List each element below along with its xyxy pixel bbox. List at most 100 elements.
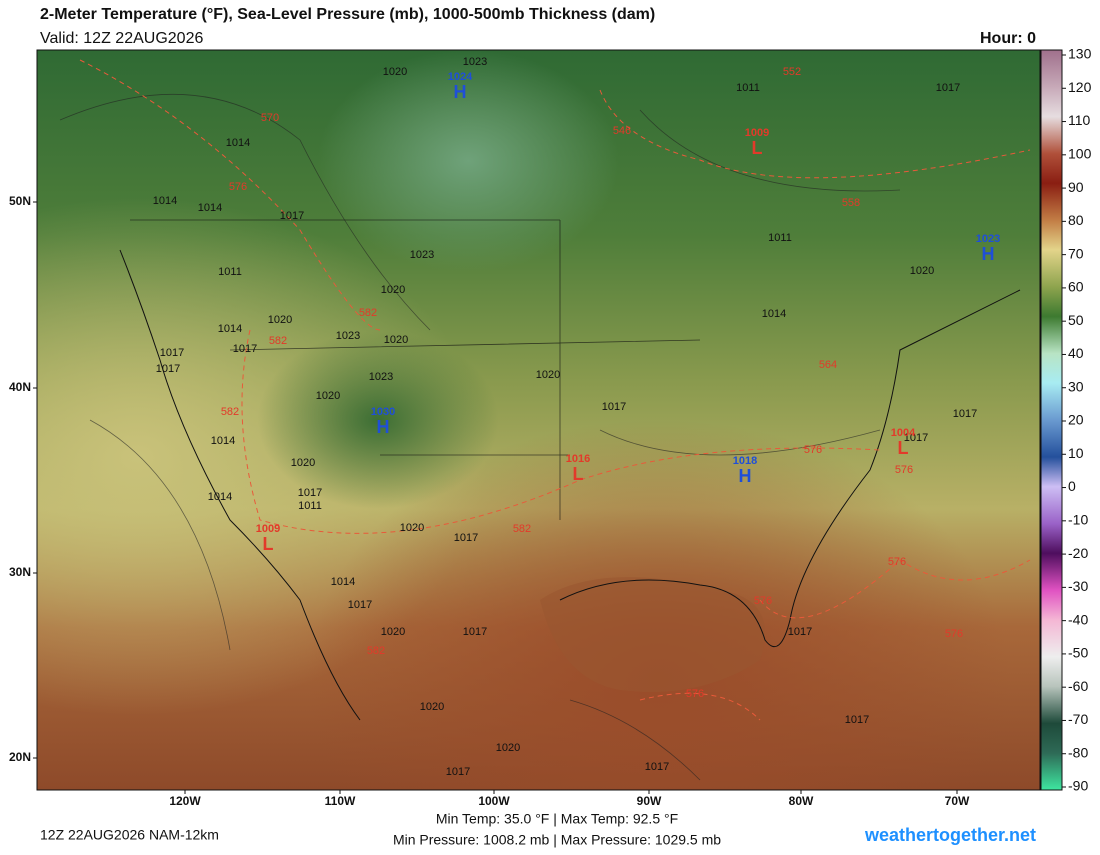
high-symbol: H xyxy=(739,466,752,486)
isobar-label: 1011 xyxy=(768,232,792,244)
isobar-label: 1017 xyxy=(280,210,304,222)
latitude-label: 30N xyxy=(9,565,31,579)
isobar-label: 1017 xyxy=(953,408,977,420)
high-pressure: 1018 xyxy=(733,455,757,467)
low-pressure: 1004 xyxy=(891,427,916,439)
thickness-label: 570 xyxy=(261,112,279,124)
isobar-label: 1017 xyxy=(156,363,180,375)
thickness-label: 576 xyxy=(229,181,247,193)
isobar-label: 1020 xyxy=(496,742,520,754)
longitude-label: 100W xyxy=(478,794,510,808)
colorbar-label: -90 xyxy=(1068,778,1088,794)
high-symbol: H xyxy=(377,417,390,437)
high-pressure: 1023 xyxy=(976,233,1000,245)
low-pressure: 1016 xyxy=(566,453,590,465)
colorbar-label: 60 xyxy=(1068,279,1084,295)
thickness-label: 552 xyxy=(783,66,801,78)
model-run: 12Z 22AUG2026 NAM-12km xyxy=(40,827,219,843)
isobar-label: 1014 xyxy=(208,491,232,503)
forecast-hour: Hour: 0 xyxy=(980,30,1036,47)
colorbar-label: -40 xyxy=(1068,611,1088,627)
isobar-label: 1014 xyxy=(331,576,355,588)
colorbar-label: 40 xyxy=(1068,345,1084,361)
isobar-label: 1014 xyxy=(198,202,222,214)
low-symbol: L xyxy=(898,438,909,458)
colorbar-label: -20 xyxy=(1068,545,1088,561)
thickness-label: 576 xyxy=(888,556,906,568)
thickness-label: 576 xyxy=(804,444,822,456)
longitude-label: 70W xyxy=(945,794,970,808)
colorbar-label: 30 xyxy=(1068,378,1084,394)
thickness-label: 582 xyxy=(513,523,531,535)
colorbar-label: 130 xyxy=(1068,46,1092,62)
isobar-label: 1020 xyxy=(291,457,315,469)
colorbar-label: -10 xyxy=(1068,512,1088,528)
low-pressure: 1009 xyxy=(256,523,280,535)
colorbar-label: 90 xyxy=(1068,179,1084,195)
isobar-label: 1020 xyxy=(316,390,340,402)
thickness-label: 582 xyxy=(269,335,287,347)
low-symbol: L xyxy=(263,534,274,554)
colorbar-label: -30 xyxy=(1068,578,1088,594)
thickness-label: 576 xyxy=(686,688,704,700)
isobar-label: 1017 xyxy=(160,347,184,359)
colorbar-label: -80 xyxy=(1068,744,1088,760)
isobar-label: 1011 xyxy=(298,500,322,512)
isobar-label: 1020 xyxy=(383,66,407,78)
isobar-label: 1017 xyxy=(298,487,322,499)
colorbar-label: 120 xyxy=(1068,79,1092,95)
isobar-label: 1020 xyxy=(536,369,560,381)
isobar-label: 1020 xyxy=(268,314,292,326)
longitude-label: 120W xyxy=(169,794,201,808)
colorbar-label: 110 xyxy=(1068,112,1091,128)
high-pressure: 1024 xyxy=(448,71,473,83)
colorbar-label: 80 xyxy=(1068,212,1084,228)
colorbar-label: -60 xyxy=(1068,678,1088,694)
isobar-label: 1020 xyxy=(384,334,408,346)
low-symbol: L xyxy=(752,138,763,158)
high-symbol: H xyxy=(982,244,995,264)
isobar-label: 1014 xyxy=(762,308,786,320)
map-field xyxy=(37,50,1040,790)
colorbar-label: 20 xyxy=(1068,412,1084,428)
latitude-label: 40N xyxy=(9,380,31,394)
colorbar-label: 0 xyxy=(1068,478,1076,494)
colorbar-label: 100 xyxy=(1068,146,1092,162)
isobar-label: 1017 xyxy=(845,714,869,726)
isobar-label: 1023 xyxy=(336,330,360,342)
thickness-label: 564 xyxy=(819,359,837,371)
longitude-label: 110W xyxy=(325,794,356,808)
colorbar-label: 10 xyxy=(1068,445,1084,461)
low-pressure: 1009 xyxy=(745,127,769,139)
isobar-label: 1020 xyxy=(420,701,444,713)
isobar-label: 1011 xyxy=(218,266,242,278)
longitude-label: 80W xyxy=(789,794,814,808)
latitude-label: 20N xyxy=(9,750,31,764)
site-credit: weathertogether.net xyxy=(864,825,1036,845)
isobar-label: 1017 xyxy=(233,343,257,355)
isobar-label: 1020 xyxy=(381,284,405,296)
isobar-label: 1017 xyxy=(454,532,478,544)
isobar-label: 1014 xyxy=(218,323,242,335)
low-symbol: L xyxy=(573,464,584,484)
isobar-label: 1017 xyxy=(936,82,960,94)
high-pressure: 1030 xyxy=(371,406,395,418)
colorbar-label: 70 xyxy=(1068,245,1084,261)
isobar-label: 1017 xyxy=(348,599,372,611)
pressure-range: Min Pressure: 1008.2 mb | Max Pressure: … xyxy=(393,832,721,848)
thickness-label: 576 xyxy=(945,628,963,640)
isobar-label: 1017 xyxy=(645,761,669,773)
latitude-label: 50N xyxy=(9,194,31,208)
colorbar-label: -50 xyxy=(1068,645,1088,661)
valid-time: Valid: 12Z 22AUG2026 xyxy=(40,30,203,47)
thickness-label: 546 xyxy=(613,125,631,137)
isobar-label: 1017 xyxy=(904,432,928,444)
title: 2-Meter Temperature (°F), Sea-Level Pres… xyxy=(40,6,655,23)
colorbar-label: -70 xyxy=(1068,711,1088,727)
temp-range: Min Temp: 35.0 °F | Max Temp: 92.5 °F xyxy=(436,811,678,827)
isobar-label: 1020 xyxy=(381,626,405,638)
isobar-label: 1017 xyxy=(788,626,812,638)
isobar-label: 1014 xyxy=(211,435,235,447)
high-symbol: H xyxy=(454,82,467,102)
thickness-label: 582 xyxy=(221,406,239,418)
